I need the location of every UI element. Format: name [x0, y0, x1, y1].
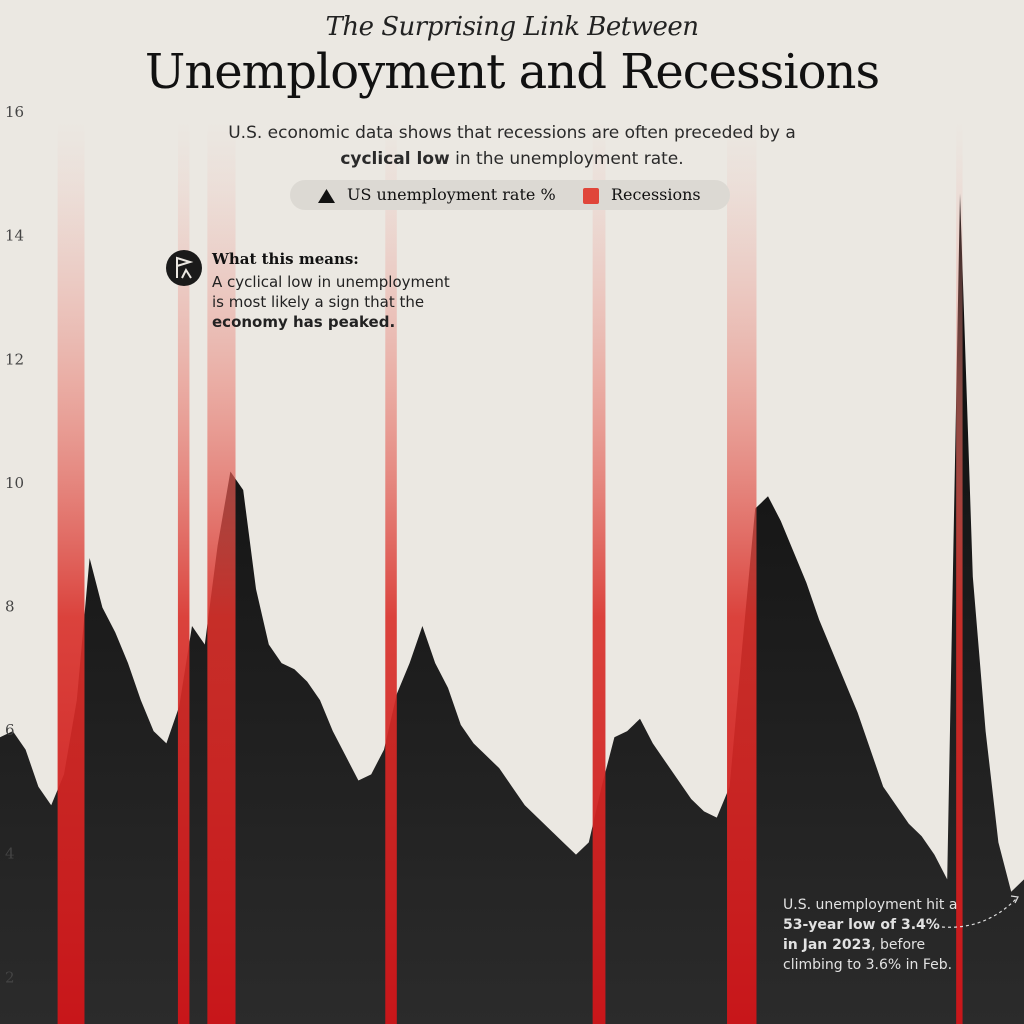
legend-label: Recessions	[611, 185, 701, 204]
subtitle-run: in the unemployment rate.	[449, 149, 684, 169]
recession-band	[57, 120, 85, 1024]
annotation-run: A cyclical low in unemployment is most l…	[212, 273, 450, 311]
subtitle: U.S. economic data shows that recessions…	[200, 120, 824, 172]
note-run: , before climbing to 3.6% in Feb.	[783, 937, 953, 973]
note-arrowhead	[1010, 895, 1019, 904]
subtitle-run: cyclical low	[340, 149, 450, 169]
y-tick-label: 2	[5, 968, 15, 986]
note: U.S. unemployment hit a 53-year low of 3…	[783, 895, 958, 975]
annotation-icon	[166, 250, 202, 286]
legend-marker	[583, 188, 599, 204]
note-arrow	[941, 898, 1017, 928]
area	[0, 193, 1024, 1024]
plot-area	[0, 120, 1024, 1024]
note-run: U.S. unemployment hit a	[783, 897, 958, 913]
annotation-run: economy has peaked.	[212, 313, 396, 331]
y-tick-label: 12	[5, 350, 24, 368]
y-tick-label: 10	[5, 474, 24, 492]
recession-band	[727, 120, 757, 1024]
chart-title: Unemployment and Recessions	[144, 44, 880, 100]
legend-label: US unemployment rate %	[347, 185, 556, 204]
recession-band	[385, 120, 397, 1024]
kicker: The Surprising Link Between	[325, 12, 699, 42]
legend-icons	[318, 188, 599, 204]
recession-band	[177, 120, 190, 1024]
y-tick-label: 14	[5, 227, 24, 245]
note-run: 53-year low of 3.4% in Jan 2023	[783, 917, 940, 953]
legend-marker	[318, 189, 335, 203]
y-tick-label: 4	[5, 845, 15, 863]
recession-band	[956, 120, 963, 1024]
legend: US unemployment rate % Recessions	[290, 180, 730, 210]
subtitle-run: U.S. economic data shows that recessions…	[228, 123, 796, 143]
y-axis: 2 4 6 8 10 12 14 16	[5, 103, 24, 986]
recession-band	[207, 120, 236, 1024]
recession-band	[592, 120, 606, 1024]
annotation-body: A cyclical low in unemployment is most l…	[212, 272, 462, 332]
y-tick-label: 8	[5, 597, 15, 615]
y-tick-label: 6	[5, 721, 15, 739]
annotation-icon-glyph	[176, 256, 194, 279]
y-tick-label: 16	[5, 103, 24, 121]
annotation-heading: What this means:	[212, 250, 359, 268]
